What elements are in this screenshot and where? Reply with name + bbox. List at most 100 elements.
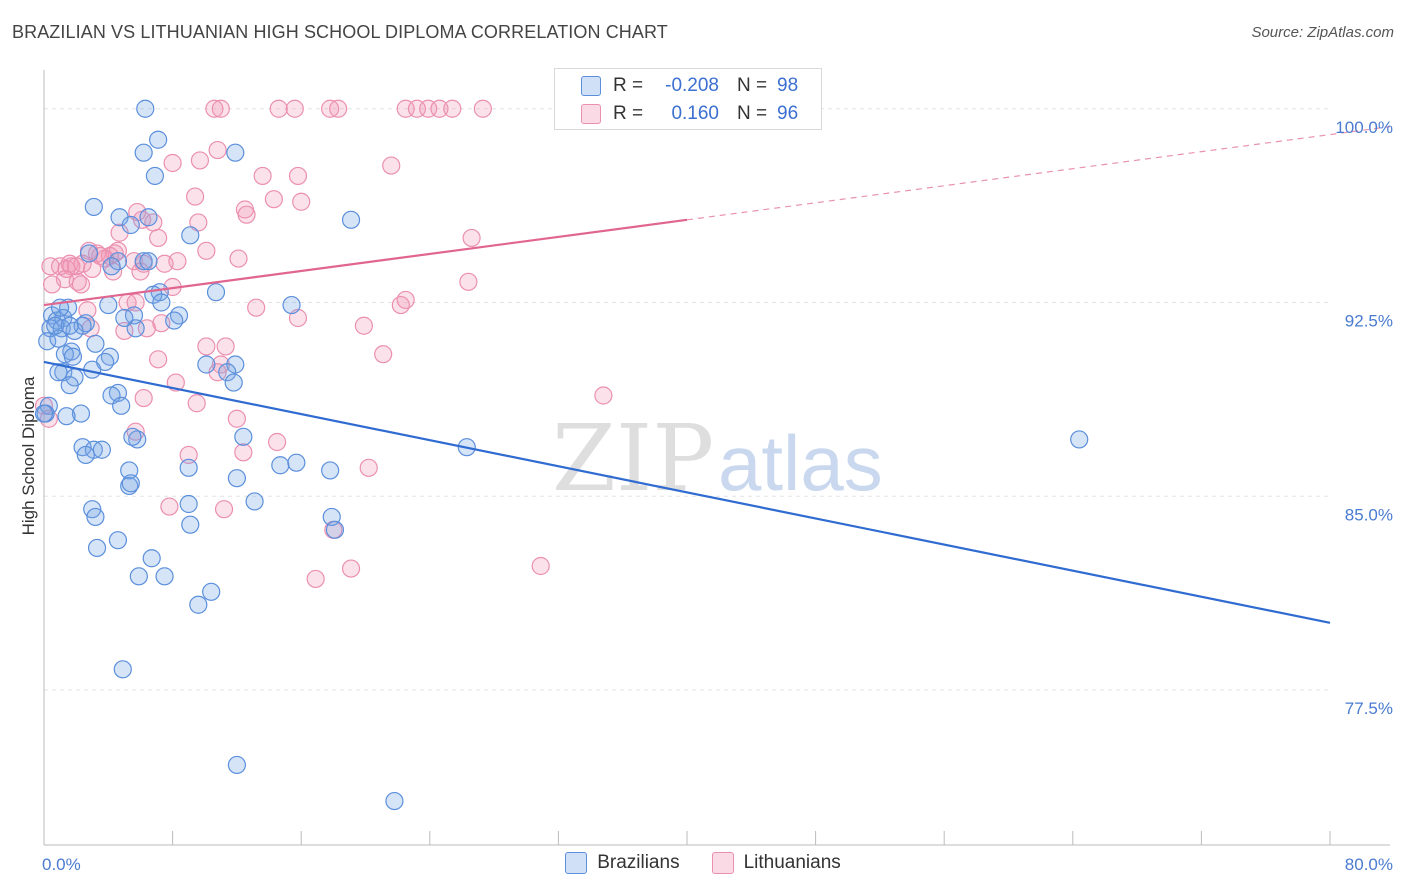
- point-lithuanian: [197, 337, 216, 356]
- point-brazilian: [79, 244, 99, 263]
- point-brazilian: [169, 306, 189, 325]
- point-lithuanian: [341, 559, 361, 578]
- point-lithuanian: [149, 228, 168, 248]
- point-brazilian: [224, 373, 243, 392]
- legend-row-lithuanians: R = 0.160 N = 96: [581, 101, 798, 127]
- chart-title: BRAZILIAN VS LITHUANIAN HIGH SCHOOL DIPL…: [12, 22, 668, 42]
- point-brazilian: [149, 130, 168, 149]
- point-brazilian: [139, 208, 158, 227]
- point-brazilian: [73, 316, 92, 335]
- point-brazilian: [86, 334, 105, 353]
- point-brazilian: [287, 453, 306, 472]
- point-brazilian: [100, 347, 120, 366]
- point-lithuanian: [359, 458, 378, 477]
- point-brazilian: [60, 316, 79, 335]
- point-brazilian: [108, 531, 128, 550]
- point-lithuanian: [227, 409, 246, 428]
- legend-swatch-pink: [581, 104, 601, 124]
- trend-lines: [43, 126, 1391, 624]
- point-brazilian: [34, 404, 54, 423]
- axes: [43, 70, 1390, 846]
- point-lithuanian: [396, 290, 415, 310]
- point-brazilian: [139, 252, 158, 271]
- y-tick-label: 92.5%: [1345, 312, 1393, 331]
- point-lithuanian: [67, 257, 86, 276]
- point-brazilian: [134, 252, 153, 271]
- point-lithuanian: [292, 192, 311, 211]
- series-legend: Brazilians Lithuanians: [0, 852, 1406, 874]
- point-brazilian: [113, 660, 132, 679]
- point-brazilian: [218, 363, 237, 382]
- point-brazilian: [226, 143, 245, 162]
- legend-swatch-blue: [565, 852, 588, 874]
- brazilians-points: [34, 99, 1089, 811]
- watermark-atlas: atlas: [718, 419, 883, 507]
- point-brazilian: [145, 166, 165, 186]
- x-tick-label: 0.0%: [42, 855, 81, 874]
- point-brazilian: [227, 469, 246, 488]
- point-brazilian: [325, 520, 345, 539]
- x-tick-label: 80.0%: [1345, 855, 1393, 874]
- point-brazilian: [86, 507, 105, 527]
- legend-n-label: N =: [737, 103, 768, 124]
- point-brazilian: [385, 791, 404, 811]
- point-brazilian: [84, 197, 103, 217]
- legend-n-value: 98: [777, 75, 799, 96]
- point-brazilian: [46, 316, 65, 335]
- point-brazilian: [136, 99, 155, 118]
- legend-label-brazilians: Brazilians: [597, 852, 680, 873]
- point-lithuanian: [382, 156, 401, 175]
- correlation-legend: R = -0.208 N = 98 R = 0.160 N = 96: [554, 68, 822, 130]
- point-brazilian: [181, 226, 200, 245]
- point-lithuanian: [211, 99, 230, 118]
- point-lithuanian: [594, 386, 613, 405]
- point-brazilian: [155, 567, 174, 586]
- point-brazilian: [38, 332, 57, 351]
- point-lithuanian: [531, 556, 550, 576]
- point-lithuanian: [71, 275, 91, 294]
- y-tick-label: 85.0%: [1345, 505, 1393, 524]
- point-brazilian: [206, 283, 226, 302]
- point-lithuanian: [205, 99, 224, 118]
- legend-n-label: N =: [737, 75, 768, 96]
- point-brazilian: [60, 376, 79, 395]
- point-brazilian: [115, 308, 134, 328]
- point-brazilian: [129, 567, 148, 586]
- point-lithuanian: [237, 205, 256, 224]
- legend-item-brazilians[interactable]: Brazilians: [565, 852, 680, 874]
- point-lithuanian: [267, 432, 287, 452]
- y-axis-title: High School Diploma: [19, 376, 38, 535]
- point-lithuanian: [430, 99, 449, 118]
- point-brazilian: [197, 355, 216, 374]
- point-brazilian: [121, 474, 140, 493]
- point-brazilian: [102, 257, 121, 276]
- legend-r-value: -0.208: [665, 75, 719, 96]
- legend-n-value: 96: [777, 103, 799, 124]
- point-brazilian: [152, 293, 171, 312]
- point-brazilian: [321, 461, 340, 480]
- point-brazilian: [165, 311, 184, 330]
- point-lithuanian: [462, 228, 481, 248]
- legend-swatch-blue: [581, 76, 601, 96]
- watermark: ZIP atlas: [552, 405, 883, 512]
- point-lithuanian: [253, 166, 272, 186]
- point-lithuanian: [189, 213, 208, 232]
- point-brazilian: [234, 427, 253, 446]
- point-lithuanian: [329, 99, 348, 118]
- point-lithuanian: [234, 443, 253, 462]
- point-brazilian: [181, 515, 200, 534]
- y-tick-label: 77.5%: [1345, 699, 1393, 718]
- point-brazilian: [179, 458, 198, 477]
- legend-label-lithuanians: Lithuanians: [743, 852, 841, 873]
- point-lithuanian: [163, 153, 182, 173]
- point-lithuanian: [374, 345, 393, 364]
- point-lithuanian: [214, 500, 234, 519]
- point-brazilian: [126, 319, 145, 338]
- point-brazilian: [282, 295, 301, 315]
- point-brazilian: [92, 440, 111, 459]
- point-lithuanian: [391, 295, 410, 315]
- point-lithuanian: [443, 99, 462, 118]
- legend-item-lithuanians[interactable]: Lithuanians: [711, 852, 841, 874]
- point-lithuanian: [354, 316, 373, 335]
- point-brazilian: [121, 215, 140, 235]
